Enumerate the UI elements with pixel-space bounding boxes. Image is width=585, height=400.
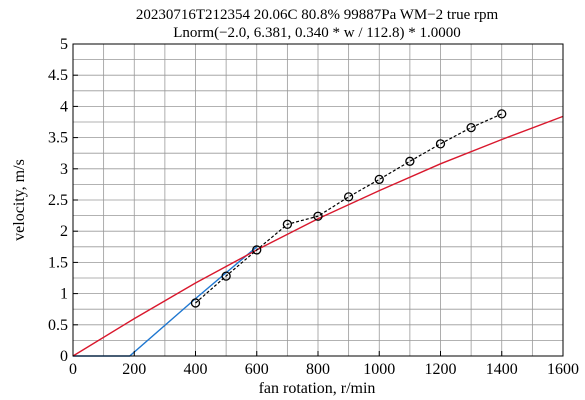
- y-tick-label: 2: [60, 223, 68, 240]
- y-axis-label: velocity, m/s: [11, 159, 28, 241]
- y-tick-label: 3: [60, 161, 68, 178]
- measured-point: [190, 298, 201, 308]
- fit-curve-line: [72, 115, 564, 357]
- y-tick-label: 4.5: [48, 67, 68, 84]
- y-tick-label: 5: [60, 36, 68, 53]
- y-tick-label: 2.5: [48, 192, 68, 209]
- x-tick-label: 1400: [486, 361, 518, 378]
- y-tick-label: 3.5: [48, 130, 68, 147]
- y-tick-label: 0: [60, 348, 68, 365]
- x-tick-label: 0: [69, 361, 77, 378]
- measured-series-line: [195, 113, 503, 304]
- series-layer: [72, 109, 564, 357]
- measured-point: [435, 139, 446, 149]
- chart-title-line-1: 20230716T212354 20.06C 80.8% 99887Pa WM−…: [136, 7, 499, 23]
- x-tick-label: 1200: [425, 361, 457, 378]
- x-axis-label: fan rotation, r/min: [259, 380, 376, 397]
- y-tick-label: 1: [60, 286, 68, 303]
- measured-point: [405, 156, 415, 166]
- x-tick-label: 400: [184, 361, 208, 378]
- measured-point: [252, 245, 262, 255]
- measured-point: [374, 174, 384, 185]
- y-tick-label: 1.5: [48, 254, 68, 271]
- measured-point: [313, 211, 323, 221]
- tick-labels: 0 200 400 600 800 1000 1200 1400 1600 0 0.5 1 1.5 2 2.…: [48, 36, 579, 378]
- measured-point: [282, 219, 293, 229]
- y-tick-label: 0.5: [48, 317, 68, 334]
- measured-point: [221, 271, 231, 281]
- x-tick-label: 1600: [547, 361, 579, 378]
- measured-point: [343, 192, 354, 202]
- measured-point: [497, 109, 507, 119]
- x-tick-label: 800: [306, 361, 330, 378]
- measured-point: [466, 122, 476, 133]
- x-tick-label: 600: [245, 361, 269, 378]
- y-tick-label: 4: [60, 98, 68, 115]
- x-tick-label: 1000: [363, 361, 395, 378]
- x-tick-label: 200: [122, 361, 146, 378]
- chart-title-line-2: Lnorm(−2.0, 6.381, 0.340 * w / 112.8) * …: [173, 25, 460, 41]
- grid: [73, 44, 563, 356]
